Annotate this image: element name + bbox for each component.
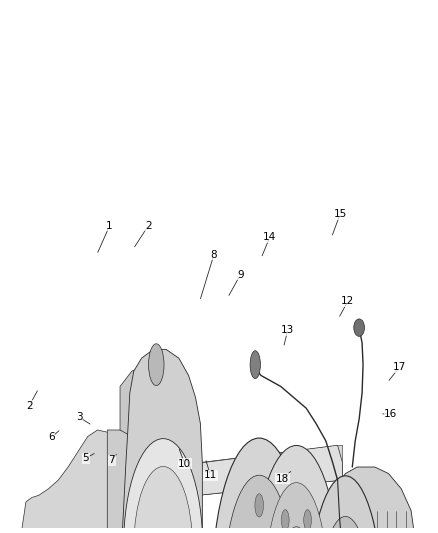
Circle shape [148, 344, 164, 385]
Polygon shape [120, 365, 159, 437]
Text: 18: 18 [276, 474, 289, 484]
Text: 17: 17 [392, 362, 406, 373]
Text: 8: 8 [211, 250, 217, 260]
Text: 14: 14 [263, 232, 276, 243]
Polygon shape [19, 430, 130, 533]
Text: 7: 7 [108, 455, 115, 465]
Text: 13: 13 [281, 325, 294, 335]
Circle shape [304, 510, 311, 530]
Ellipse shape [212, 438, 307, 533]
Text: 1: 1 [106, 221, 113, 231]
Circle shape [134, 466, 192, 533]
Text: 5: 5 [83, 453, 89, 463]
Circle shape [281, 510, 289, 530]
Circle shape [250, 351, 261, 378]
Text: 2: 2 [26, 401, 32, 411]
Ellipse shape [319, 516, 372, 533]
Text: 10: 10 [178, 459, 191, 469]
Text: 3: 3 [76, 413, 83, 422]
Text: 15: 15 [333, 209, 346, 219]
Text: 2: 2 [145, 221, 152, 231]
Polygon shape [122, 350, 202, 533]
Polygon shape [198, 445, 343, 495]
Ellipse shape [224, 475, 294, 533]
Ellipse shape [241, 531, 277, 533]
Ellipse shape [254, 446, 339, 533]
Ellipse shape [354, 319, 364, 336]
Circle shape [255, 494, 264, 517]
Text: 11: 11 [204, 471, 217, 480]
Text: 16: 16 [384, 409, 397, 419]
Ellipse shape [307, 476, 383, 533]
Ellipse shape [265, 482, 327, 533]
Circle shape [124, 439, 203, 533]
Ellipse shape [279, 527, 314, 533]
Polygon shape [107, 430, 146, 533]
Text: 6: 6 [48, 432, 55, 442]
Polygon shape [326, 467, 418, 533]
Polygon shape [198, 445, 343, 495]
Text: 12: 12 [341, 296, 354, 306]
Text: 9: 9 [237, 270, 244, 280]
